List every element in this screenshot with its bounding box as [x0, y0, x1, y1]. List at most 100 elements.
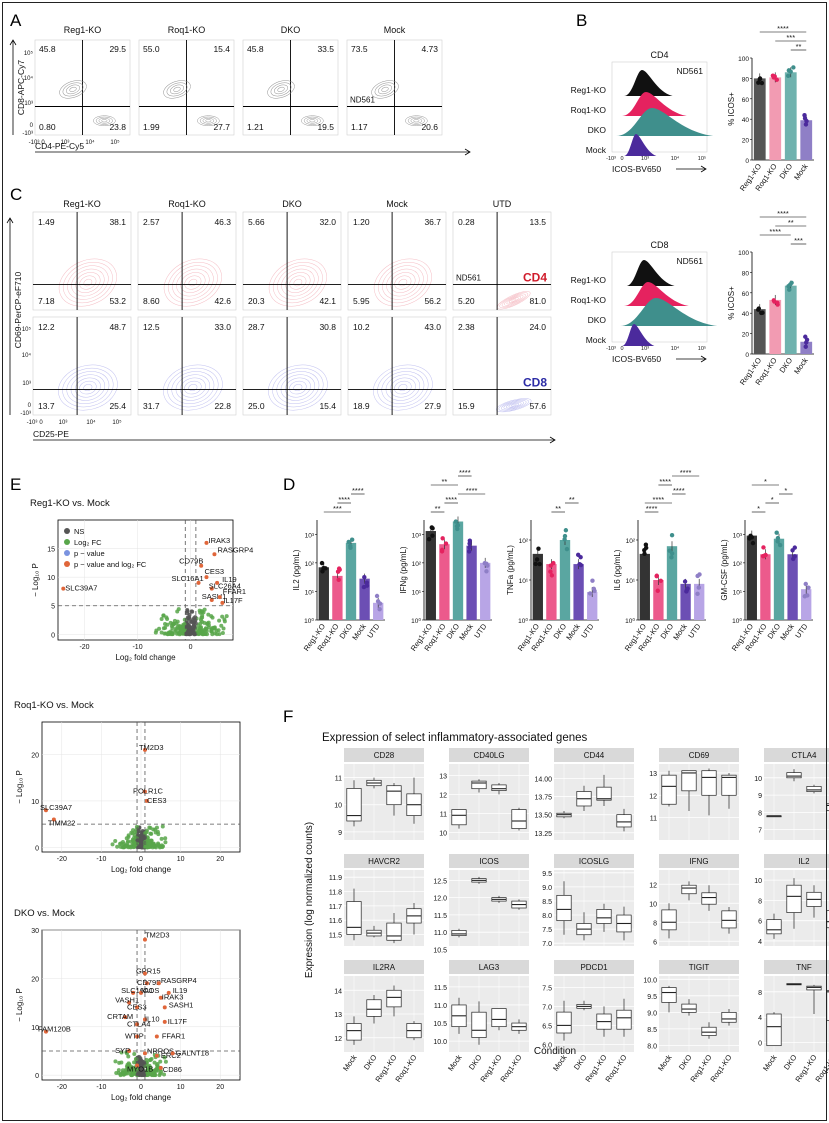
facet-ytick: 11.5 — [434, 913, 447, 920]
bar-dot — [786, 73, 791, 79]
volcano-dot — [154, 1066, 159, 1071]
bar-xtick: Mock — [350, 622, 368, 642]
volcano-dot-hit — [142, 971, 147, 976]
volcano-ylabel: − Log₁₀ P — [15, 988, 24, 1022]
flow-c-xtick: 10³ — [59, 420, 68, 426]
box-mark — [366, 999, 382, 1017]
volcano-dot — [158, 1059, 163, 1064]
contour-line — [74, 377, 101, 398]
flow-c-plot — [137, 316, 237, 416]
volcano-dot — [155, 1062, 160, 1067]
volcano-dot — [125, 1071, 130, 1076]
volcano-dot — [220, 630, 225, 635]
bar-dot — [319, 560, 325, 566]
contour-line — [176, 268, 210, 297]
bar-dot — [485, 563, 490, 568]
contour-line — [309, 119, 316, 123]
hist-frame — [611, 251, 708, 343]
volcano-dot — [193, 621, 198, 626]
facet-strip — [449, 960, 529, 974]
volcano-dot — [120, 1070, 125, 1075]
box-mark — [491, 1008, 507, 1028]
bar-mark — [532, 553, 543, 620]
bar-dot — [577, 561, 582, 567]
flow-c-row-cd4: CD4 — [523, 271, 547, 285]
bar-dot — [760, 553, 766, 559]
volcano-dot-hit — [135, 1022, 140, 1027]
volcano-dot — [156, 832, 161, 837]
bar-dot — [786, 284, 791, 289]
contour-line — [499, 292, 529, 309]
volcano-dot — [163, 631, 168, 636]
box-mark — [661, 909, 677, 931]
facet-ytick: 11.0 — [434, 930, 447, 937]
contour-line — [511, 403, 517, 407]
volcano-dot — [182, 617, 187, 622]
contour-line — [293, 384, 303, 392]
bar-dot — [803, 122, 809, 127]
bar-mark — [639, 553, 650, 620]
facet-strip — [554, 748, 634, 762]
sig-star: * — [764, 477, 767, 486]
facet-ytick: 10.0 — [433, 1039, 447, 1046]
hist-curve — [612, 260, 707, 286]
bar-xtick: UTD — [365, 622, 382, 640]
hist-frame — [611, 61, 708, 153]
facet-ytick: 9 — [338, 830, 342, 837]
bar-mark — [439, 544, 450, 620]
boxplot-grid: Expression of select inflammatory-associ… — [304, 732, 829, 1084]
volcano-dot — [217, 618, 222, 623]
bar-dot — [803, 344, 808, 349]
contour-line — [501, 293, 526, 307]
legend-dot — [64, 561, 70, 567]
box-mark — [386, 989, 402, 1008]
volcano-dot — [201, 610, 206, 615]
hist-curve — [612, 282, 707, 306]
legend-dot — [64, 550, 70, 556]
volcano-xlabel: Log₂ fold change — [115, 653, 176, 662]
arrow-head — [700, 355, 707, 363]
flow-c-quad-lr: 22.8 — [214, 401, 231, 411]
volcano-dot-hit — [144, 798, 149, 803]
facet-ytick: 11 — [650, 816, 657, 823]
volcano-dot-hit — [217, 595, 222, 600]
flow-c-quad-ur: 33.0 — [214, 322, 231, 332]
facet-ytick: 14.00 — [534, 776, 552, 783]
contour-line — [168, 262, 218, 304]
volcano-dot — [210, 615, 215, 620]
bar-dot — [348, 545, 353, 550]
flow-c-quad-ll: 18.9 — [353, 401, 370, 411]
volcano-dot — [221, 626, 226, 631]
flow-c-quad-ur: 43.0 — [424, 322, 441, 332]
flow-a-ytick: 10⁵ — [24, 50, 34, 57]
volcano-dot — [217, 632, 222, 637]
volcano-dot-hit — [154, 1053, 159, 1058]
bar-dot — [697, 572, 702, 577]
bar-dot — [775, 300, 780, 306]
facet-title: CD28 — [374, 751, 395, 760]
box-mark — [386, 922, 402, 941]
flow-a-quad-ll: 1.99 — [143, 122, 160, 132]
hist-sample: ND561 — [677, 66, 704, 76]
box-mark — [681, 770, 697, 792]
facet-ytick: 11.8 — [329, 890, 342, 897]
facet-xtick: DKO — [677, 1053, 694, 1072]
hist-xtick: -10³ — [606, 346, 616, 352]
volcano-gene-label: SLC16A1 — [172, 574, 204, 583]
volcano-dot — [190, 609, 195, 614]
bar-ytick: 10¹ — [305, 589, 315, 596]
bar-dot — [374, 593, 380, 599]
bar-mark — [800, 120, 813, 160]
bar-dot — [377, 607, 382, 612]
facet-ytick: 0 — [758, 1041, 762, 1048]
bar-mark — [546, 564, 557, 620]
contour-line — [179, 377, 206, 398]
facet-title: CD69 — [689, 751, 710, 760]
bar-dot — [364, 583, 370, 588]
box-mark — [721, 774, 737, 796]
volcano-ytick: 20 — [31, 976, 39, 983]
facet-ytick: 11.5 — [434, 985, 447, 992]
bar-ytick: 40 — [742, 311, 750, 318]
volcano-dot — [198, 625, 203, 630]
